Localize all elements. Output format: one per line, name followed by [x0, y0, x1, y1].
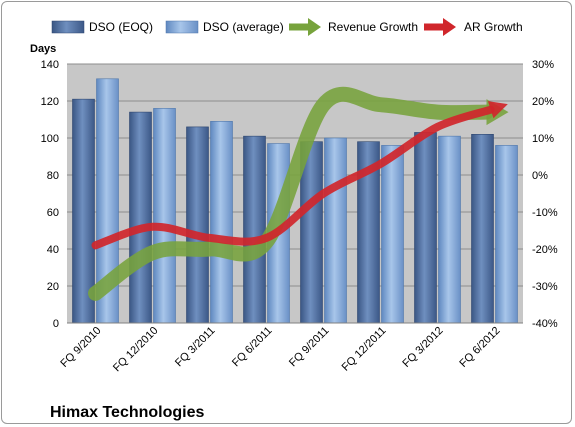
bar-dso-eoq	[186, 126, 209, 324]
bar-dso-eoq	[471, 134, 494, 324]
left-axis-unit: Days	[30, 43, 56, 55]
x-tick-label: FQ 6/2011	[230, 325, 275, 370]
line-revenue-growth	[88, 86, 494, 301]
bar-dso-average	[495, 145, 518, 324]
left-axis-ticks: 0 20 40 60 80 100 120 140	[41, 59, 59, 330]
left-tick-label: 60	[47, 207, 59, 219]
right-tick-label: 30%	[532, 59, 554, 71]
bar-dso-average	[324, 137, 347, 324]
legend-label-dso-average: DSO (average)	[203, 20, 284, 34]
legend-item-dso-average: DSO (average)	[165, 20, 284, 34]
line-ar-growth	[91, 105, 495, 250]
legend-arrow-ar-growth	[424, 18, 456, 36]
legend-arrow-revenue-growth	[289, 18, 321, 36]
right-tick-label: -40%	[532, 318, 558, 330]
bar-dso-average	[438, 135, 461, 324]
legend-label-dso-eoq: DSO (EOQ)	[89, 20, 153, 34]
right-tick-label: -30%	[532, 281, 558, 293]
legend-swatch-dso-eoq	[51, 20, 85, 34]
legend-item-dso-eoq: DSO (EOQ)	[51, 20, 153, 34]
chart-title: Himax Technologies	[50, 404, 205, 421]
x-axis-ticks: FQ 9/2010 FQ 12/2010 FQ 3/2011 FQ 6/2011 FQ …	[58, 325, 502, 375]
x-tick-label: FQ 12/2011	[340, 325, 389, 374]
left-tick-label: 100	[41, 133, 59, 145]
bar-dso-eoq	[129, 111, 152, 324]
x-tick-label: FQ 12/2010	[111, 325, 161, 375]
legend: DSO (EOQ) DSO (average) Revenue Growth A…	[51, 18, 523, 36]
right-tick-label: 10%	[532, 133, 554, 145]
bar-dso-eoq	[243, 135, 266, 324]
right-tick-label: -20%	[532, 244, 558, 256]
bar-dso-average	[153, 108, 176, 324]
left-tick-label: 20	[47, 281, 59, 293]
right-tick-label: 0%	[532, 170, 548, 182]
left-tick-label: 0	[53, 318, 59, 330]
x-tick-label: FQ 9/2011	[287, 325, 332, 370]
x-tick-label: FQ 9/2010	[58, 325, 103, 370]
left-tick-label: 40	[47, 244, 59, 256]
legend-label-revenue-growth: Revenue Growth	[328, 20, 418, 34]
left-tick-label: 80	[47, 170, 59, 182]
right-tick-label: -10%	[532, 207, 558, 219]
legend-item-revenue-growth: Revenue Growth	[289, 18, 418, 36]
right-axis-ticks: -40% -30% -20% -10% 0% 10% 20% 30%	[532, 59, 558, 330]
x-tick-label: FQ 3/2012	[400, 325, 445, 370]
legend-item-ar-growth: AR Growth	[424, 18, 523, 36]
left-tick-label: 140	[41, 59, 59, 71]
legend-label-ar-growth: AR Growth	[464, 20, 523, 34]
right-tick-label: 20%	[532, 96, 554, 108]
left-tick-label: 120	[41, 96, 59, 108]
bar-dso-average	[210, 121, 233, 324]
x-tick-label: FQ 3/2011	[173, 325, 218, 370]
bar-dso-eoq	[414, 132, 437, 324]
growth-lines	[88, 86, 509, 301]
bar-dso-average	[381, 145, 404, 324]
arrowhead-ar-growth	[487, 101, 508, 119]
legend-swatch-dso-average	[165, 20, 199, 34]
x-tick-label: FQ 6/2012	[457, 325, 502, 370]
